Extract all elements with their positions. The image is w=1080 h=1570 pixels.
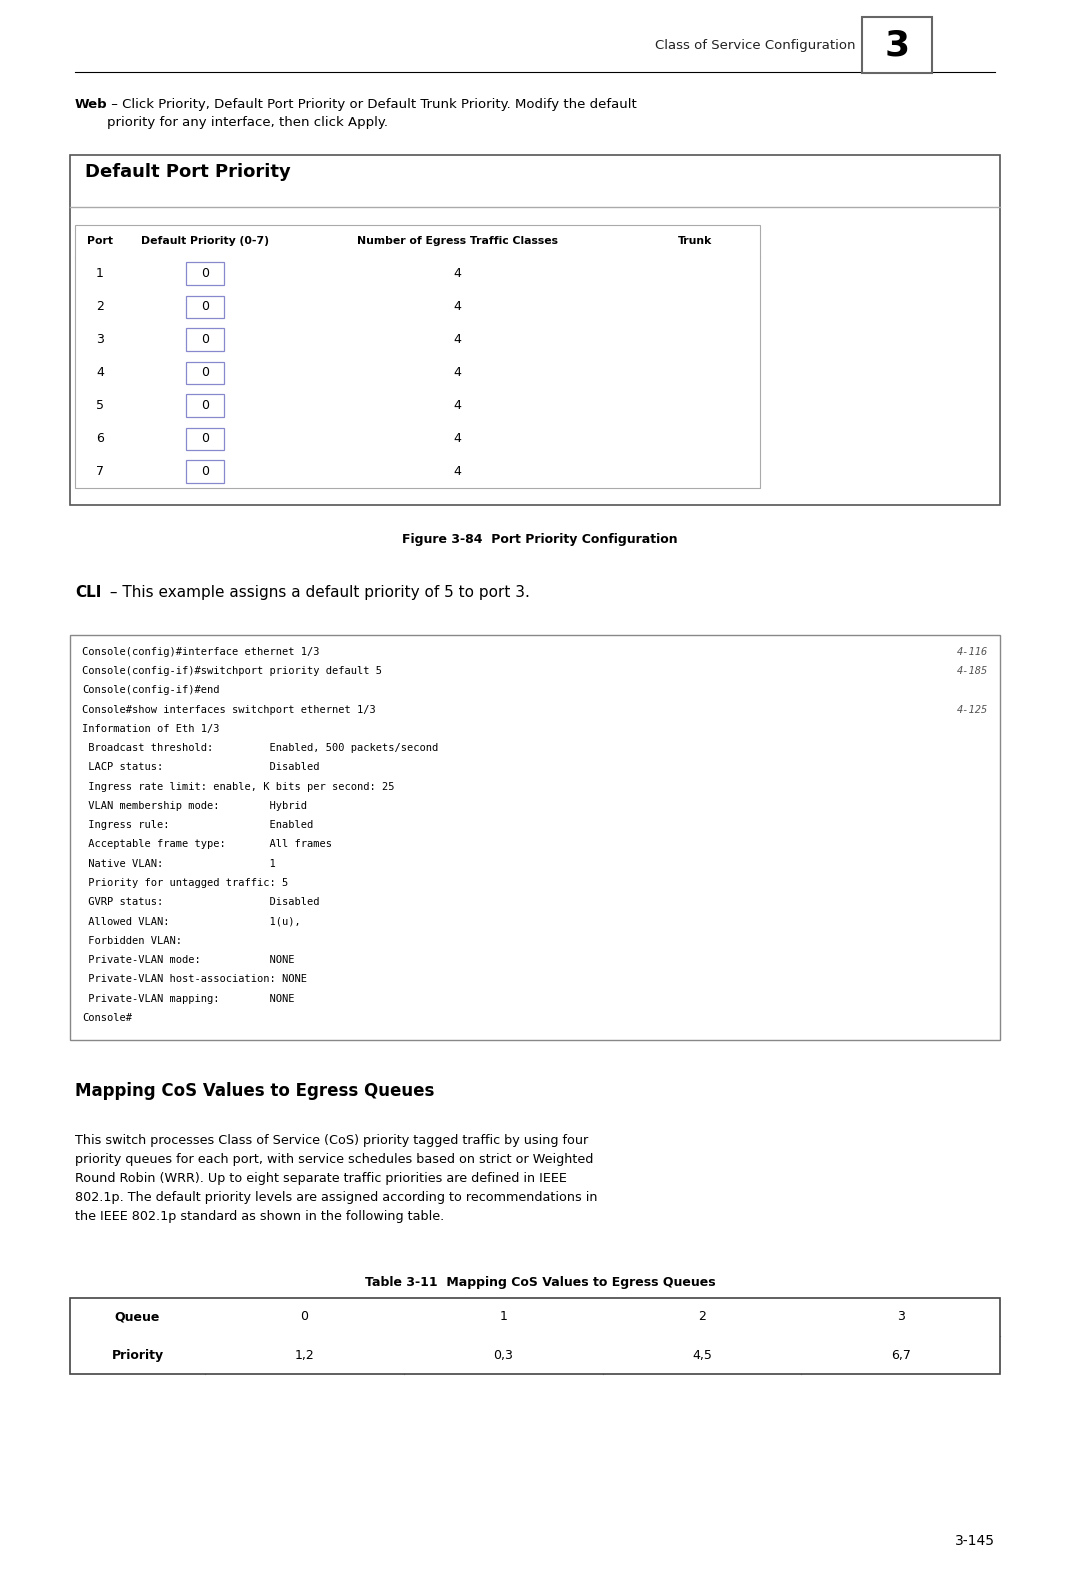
Text: Mapping CoS Values to Egress Queues: Mapping CoS Values to Egress Queues [75,1082,434,1101]
Text: – This example assigns a default priority of 5 to port 3.: – This example assigns a default priorit… [105,586,530,600]
Text: Ingress rule:                Enabled: Ingress rule: Enabled [82,820,313,831]
Bar [186,295,224,317]
Text: 4: 4 [454,333,461,345]
Text: GVRP status:                 Disabled: GVRP status: Disabled [82,896,320,907]
Text: 0: 0 [201,300,210,312]
Text: Console#show interfaces switchport ethernet 1/3: Console#show interfaces switchport ether… [82,705,376,714]
Text: Console(config-if)#end: Console(config-if)#end [82,686,219,696]
Text: 0,3: 0,3 [494,1349,513,1361]
Text: 1: 1 [499,1311,508,1324]
Text: 0: 0 [201,465,210,477]
Text: Private-VLAN mode:           NONE: Private-VLAN mode: NONE [82,955,295,966]
Text: Web: Web [75,97,108,111]
Text: 0: 0 [201,399,210,411]
Text: 4: 4 [454,432,461,444]
Text: Console(config-if)#switchport priority default 5: Console(config-if)#switchport priority d… [82,666,382,677]
Text: This switch processes Class of Service (CoS) priority tagged traffic by using fo: This switch processes Class of Service (… [75,1134,597,1223]
Bar [186,328,224,350]
Text: 1,2: 1,2 [295,1349,314,1361]
Text: LACP status:                 Disabled: LACP status: Disabled [82,763,320,772]
Bar [186,427,224,449]
Text: 3: 3 [885,28,909,61]
Text: 4-185: 4-185 [957,666,988,677]
Text: Figure 3-84  Port Priority Configuration: Figure 3-84 Port Priority Configuration [402,532,678,546]
Text: 4: 4 [454,267,461,279]
Bar [186,394,224,416]
Text: Default Port Priority: Default Port Priority [85,163,291,181]
Text: Priority for untagged traffic: 5: Priority for untagged traffic: 5 [82,878,288,889]
Text: Forbidden VLAN:: Forbidden VLAN: [82,936,183,945]
Text: 3: 3 [896,1311,905,1324]
Bar [186,262,224,284]
Text: Queue: Queue [114,1311,160,1324]
Text: Number of Egress Traffic Classes: Number of Egress Traffic Classes [357,236,558,246]
Text: 6,7: 6,7 [891,1349,910,1361]
Text: 5: 5 [96,399,104,411]
Text: 4-125: 4-125 [957,705,988,714]
Text: Table 3-11  Mapping CoS Values to Egress Queues: Table 3-11 Mapping CoS Values to Egress … [365,1276,715,1289]
Text: 0: 0 [201,267,210,279]
Text: 3-145: 3-145 [955,1534,995,1548]
Text: Console#: Console# [82,1013,132,1022]
Text: VLAN membership mode:        Hybrid: VLAN membership mode: Hybrid [82,801,307,812]
Text: Ingress rate limit: enable, K bits per second: 25: Ingress rate limit: enable, K bits per s… [82,782,394,791]
Text: 4: 4 [454,399,461,411]
Text: Acceptable frame type:       All frames: Acceptable frame type: All frames [82,840,332,849]
Text: 4: 4 [454,300,461,312]
Text: Priority: Priority [111,1349,163,1361]
Text: Default Priority (0-7): Default Priority (0-7) [141,236,269,246]
Text: 3: 3 [96,333,104,345]
Text: 0: 0 [300,1311,309,1324]
Text: CLI: CLI [75,586,102,600]
Text: Allowed VLAN:                1(u),: Allowed VLAN: 1(u), [82,917,300,926]
Text: 0: 0 [201,366,210,378]
Text: 0: 0 [201,432,210,444]
Text: Private-VLAN host-association: NONE: Private-VLAN host-association: NONE [82,975,307,984]
Bar [862,17,932,72]
Bar [186,361,224,383]
Text: 4: 4 [96,366,104,378]
Text: Port: Port [87,236,113,246]
Text: 2: 2 [698,1311,706,1324]
Text: 7: 7 [96,465,104,477]
Text: Information of Eth 1/3: Information of Eth 1/3 [82,724,219,735]
Text: Class of Service Configuration: Class of Service Configuration [654,39,855,52]
Text: 4,5: 4,5 [692,1349,712,1361]
Text: 4: 4 [454,366,461,378]
Text: Trunk: Trunk [678,236,712,246]
Text: Native VLAN:                 1: Native VLAN: 1 [82,859,275,868]
Text: Console(config)#interface ethernet 1/3: Console(config)#interface ethernet 1/3 [82,647,320,656]
Text: 2: 2 [96,300,104,312]
Text: 4-116: 4-116 [957,647,988,656]
Bar [70,1298,1000,1374]
Text: Private-VLAN mapping:        NONE: Private-VLAN mapping: NONE [82,994,295,1003]
Text: Broadcast threshold:         Enabled, 500 packets/second: Broadcast threshold: Enabled, 500 packet… [82,743,438,754]
Text: 0: 0 [201,333,210,345]
Bar [70,634,1000,1039]
Text: 6: 6 [96,432,104,444]
Text: – Click Priority, Default Port Priority or Default Trunk Priority. Modify the de: – Click Priority, Default Port Priority … [107,97,637,129]
Bar [75,225,760,488]
Text: 4: 4 [454,465,461,477]
Bar [70,155,1000,506]
Bar [186,460,224,482]
Text: 1: 1 [96,267,104,279]
